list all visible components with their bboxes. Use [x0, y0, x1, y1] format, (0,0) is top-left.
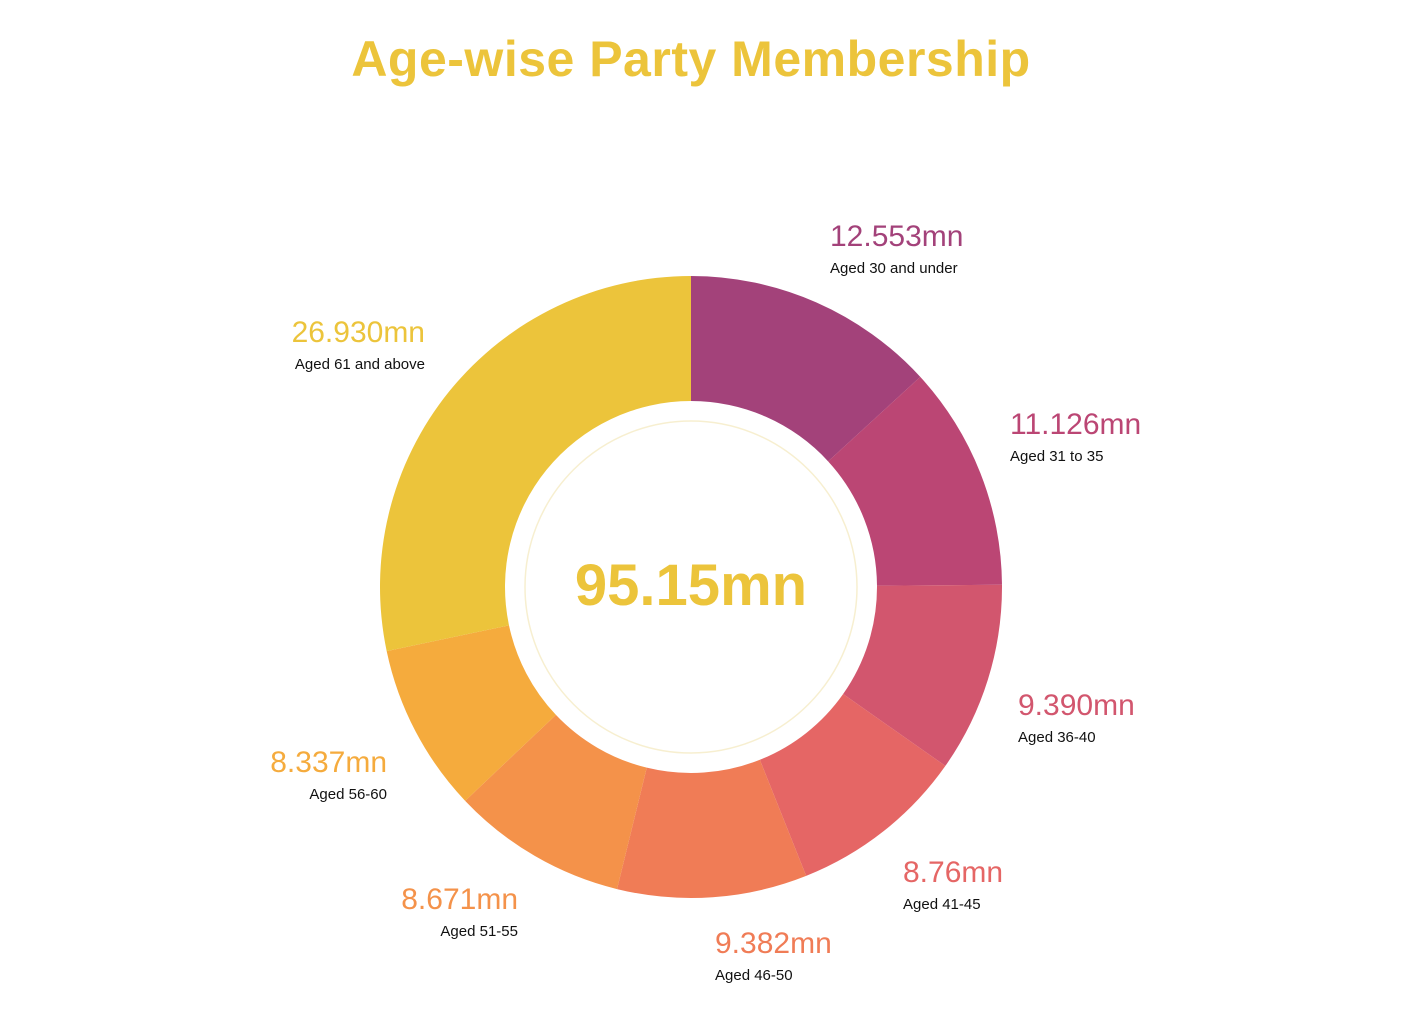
chart-title: Age-wise Party Membership	[351, 31, 1031, 87]
donut-slice-8	[380, 276, 691, 652]
donut-slice-4	[759, 693, 946, 876]
category-label-5: Aged 46-50	[715, 967, 793, 984]
donut-slice-6	[465, 714, 647, 890]
value-label-5: 9.382mn	[715, 927, 832, 960]
inner-ring	[524, 420, 858, 754]
category-label-4: Aged 41-45	[903, 896, 981, 913]
slice-labels: 12.553mn Aged 30 and under 11.126mn Aged 31…	[270, 220, 1141, 984]
category-label-7: Aged 56-60	[309, 786, 387, 803]
value-label-1: 12.553mn	[830, 220, 963, 253]
category-label-3: Aged 36-40	[1018, 729, 1096, 746]
category-label-2: Aged 31 to 35	[1010, 448, 1103, 465]
value-label-3: 9.390mn	[1018, 689, 1135, 722]
value-label-2: 11.126mn	[1010, 408, 1141, 441]
category-label-6: Aged 51-55	[440, 923, 518, 940]
value-label-4: 8.76mn	[903, 856, 1003, 889]
donut-slice-2	[828, 376, 1002, 586]
donut-slices	[380, 276, 1002, 898]
donut-slice-7	[386, 625, 556, 801]
value-label-6: 8.671mn	[401, 883, 518, 916]
value-label-8: 26.930mn	[292, 316, 425, 349]
category-label-8: Aged 61 and above	[295, 356, 425, 373]
category-label-1: Aged 30 and under	[830, 260, 958, 277]
value-label-7: 8.337mn	[270, 746, 387, 779]
donut-slice-1	[691, 276, 921, 462]
donut-slice-3	[843, 584, 1002, 766]
donut-slice-5	[617, 759, 807, 898]
total-label: 95.15mn	[575, 553, 807, 618]
